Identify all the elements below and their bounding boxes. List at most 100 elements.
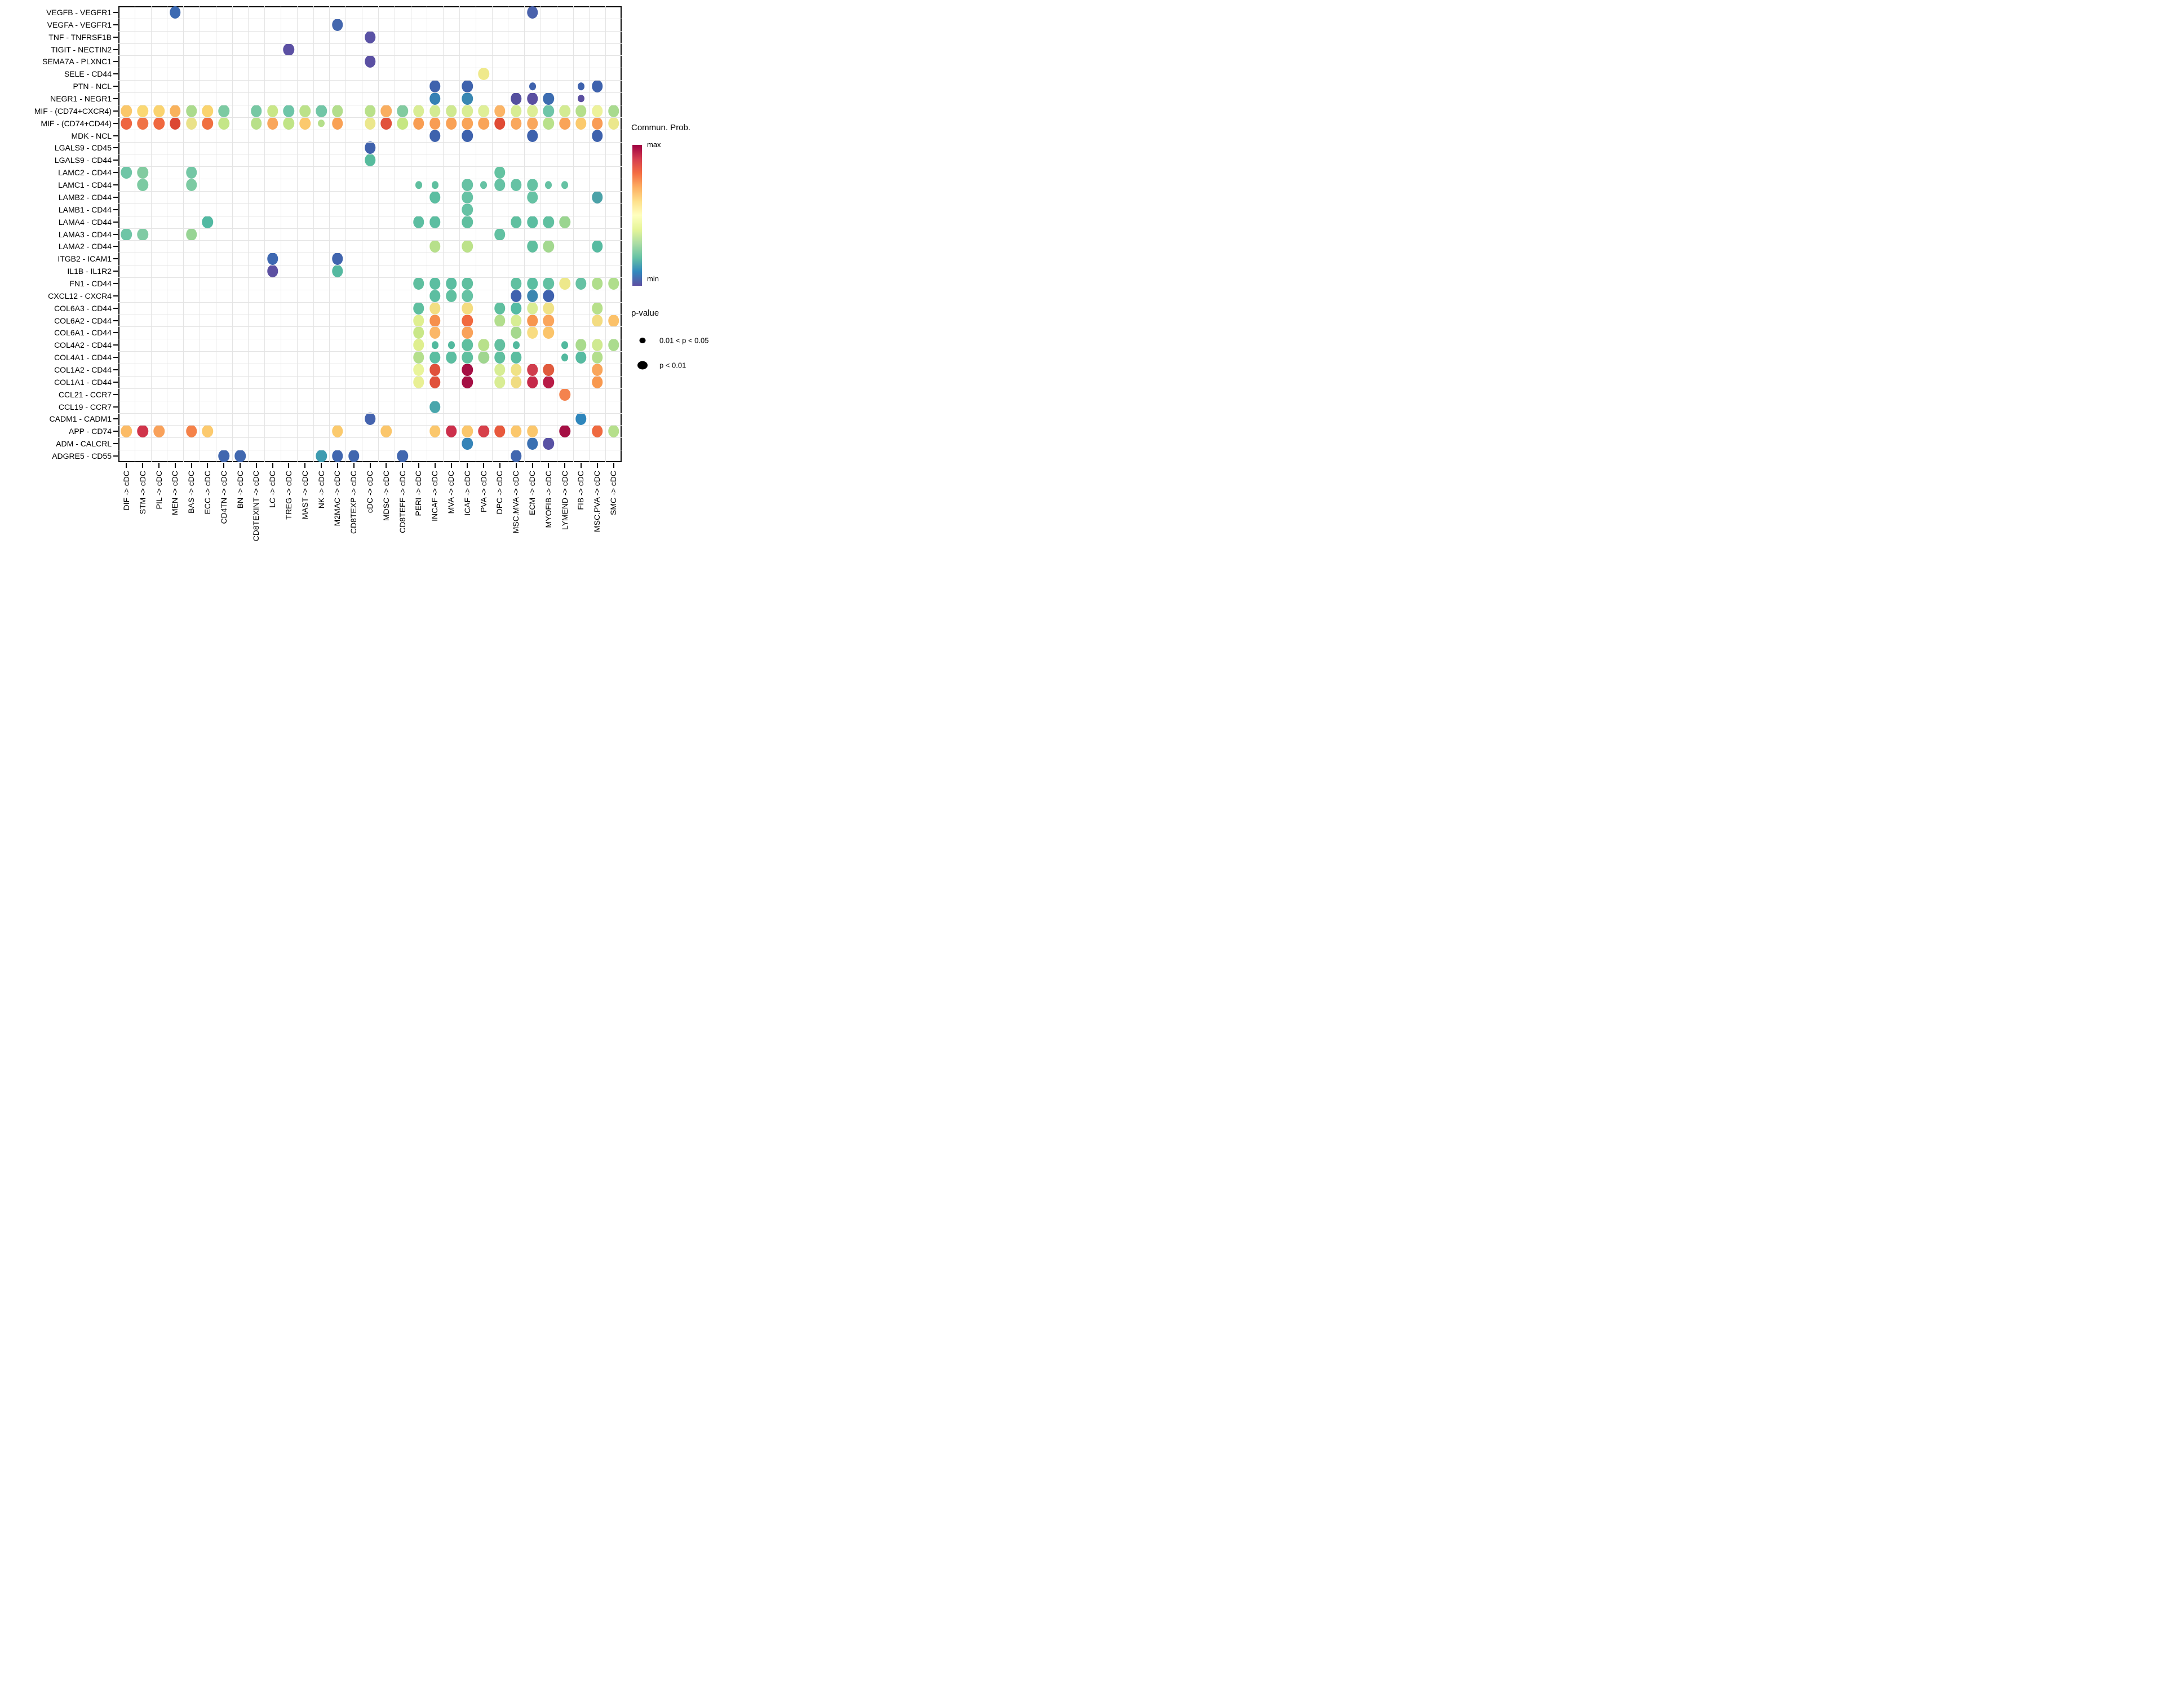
x-tick-label: MEN -> cDC <box>170 471 180 515</box>
data-point <box>494 302 506 315</box>
h-gridline <box>118 141 622 143</box>
data-point <box>462 240 473 253</box>
data-point <box>332 450 343 463</box>
h-gridline <box>118 388 622 389</box>
data-point <box>137 117 148 130</box>
data-point <box>429 104 441 117</box>
data-point <box>559 104 570 117</box>
y-tick-mark <box>113 24 118 25</box>
x-tick-label: MAST -> cDC <box>300 471 309 520</box>
data-point <box>511 425 522 438</box>
data-point <box>185 166 197 179</box>
data-point <box>561 341 569 349</box>
data-point <box>575 351 587 364</box>
data-point <box>511 314 522 327</box>
y-tick-label: CADM1 - CADM1 <box>49 414 112 424</box>
bubble-plot-figure: VEGFB - VEGFR1 VEGFA - VEGFR1 TNF - TNFRSF… <box>0 0 728 564</box>
x-tick-mark <box>418 463 419 468</box>
data-point <box>494 351 506 364</box>
data-point <box>462 203 473 216</box>
y-tick-label: LAMB2 - CD44 <box>58 192 112 202</box>
data-point <box>170 104 181 117</box>
data-point <box>332 117 343 130</box>
data-point <box>413 351 424 364</box>
data-point <box>526 215 538 228</box>
y-tick-mark <box>113 258 118 260</box>
data-point <box>478 68 489 81</box>
data-point <box>445 117 457 130</box>
data-point <box>445 425 457 438</box>
y-tick-mark <box>113 369 118 370</box>
data-point <box>511 92 522 105</box>
v-gridline <box>589 6 590 462</box>
data-point <box>462 375 473 388</box>
data-point <box>526 6 538 19</box>
data-point <box>543 437 555 450</box>
data-point <box>478 339 489 352</box>
data-point <box>462 117 473 130</box>
data-point <box>170 117 181 130</box>
x-tick-label: BN -> cDC <box>235 471 245 509</box>
data-point <box>202 117 214 130</box>
data-point <box>526 240 538 253</box>
x-tick-label: TREG -> cDC <box>283 471 293 520</box>
data-point <box>380 117 392 130</box>
data-point <box>429 129 441 142</box>
data-point <box>137 179 148 192</box>
y-tick-label: FN1 - CD44 <box>69 278 112 288</box>
data-point <box>559 388 570 401</box>
data-point <box>299 117 311 130</box>
data-point <box>413 215 424 228</box>
y-tick-mark <box>113 221 118 223</box>
h-gridline <box>118 351 622 352</box>
data-point <box>185 179 197 192</box>
data-point <box>445 277 457 290</box>
h-gridline <box>118 413 622 414</box>
v-gridline <box>248 6 249 462</box>
y-tick-mark <box>113 147 118 149</box>
x-tick-mark <box>142 463 144 468</box>
h-gridline <box>118 92 622 94</box>
data-point <box>121 104 132 117</box>
y-tick-label: NEGR1 - NEGR1 <box>50 94 112 103</box>
data-point <box>364 141 376 154</box>
data-point <box>429 289 441 302</box>
colorbar-gradient <box>632 145 642 286</box>
data-point <box>511 104 522 117</box>
x-tick-label: ICAF -> cDC <box>462 471 472 516</box>
data-point <box>592 80 603 93</box>
data-point <box>137 425 148 438</box>
data-point <box>121 228 132 241</box>
y-tick-mark <box>113 73 118 75</box>
data-point <box>480 181 488 189</box>
data-point <box>526 364 538 376</box>
data-point <box>121 166 132 179</box>
x-tick-label: MSC.PVA -> cDC <box>592 471 602 533</box>
data-point <box>137 228 148 241</box>
data-point <box>413 326 424 339</box>
data-point <box>283 117 295 130</box>
x-tick-label: MYOFIB -> cDC <box>543 471 553 528</box>
data-point <box>577 82 584 90</box>
y-tick-label: COL1A2 - CD44 <box>54 365 112 374</box>
y-tick-mark <box>113 406 118 408</box>
x-tick-label: PVA -> cDC <box>479 471 488 513</box>
data-point <box>413 375 424 388</box>
x-tick-mark <box>434 463 436 468</box>
data-point <box>478 351 489 364</box>
data-point <box>153 425 165 438</box>
data-point <box>397 450 408 463</box>
v-gridline <box>296 6 298 462</box>
plot-panel <box>118 6 622 462</box>
data-point <box>511 277 522 290</box>
y-tick-mark <box>113 172 118 174</box>
data-point <box>511 450 522 463</box>
data-point <box>218 450 229 463</box>
data-point <box>526 104 538 117</box>
data-point <box>462 191 473 203</box>
x-tick-mark <box>369 463 371 468</box>
data-point <box>121 117 132 130</box>
x-tick-label: CD4TN -> cDC <box>219 471 228 524</box>
data-point <box>512 341 520 349</box>
data-point <box>462 339 473 352</box>
